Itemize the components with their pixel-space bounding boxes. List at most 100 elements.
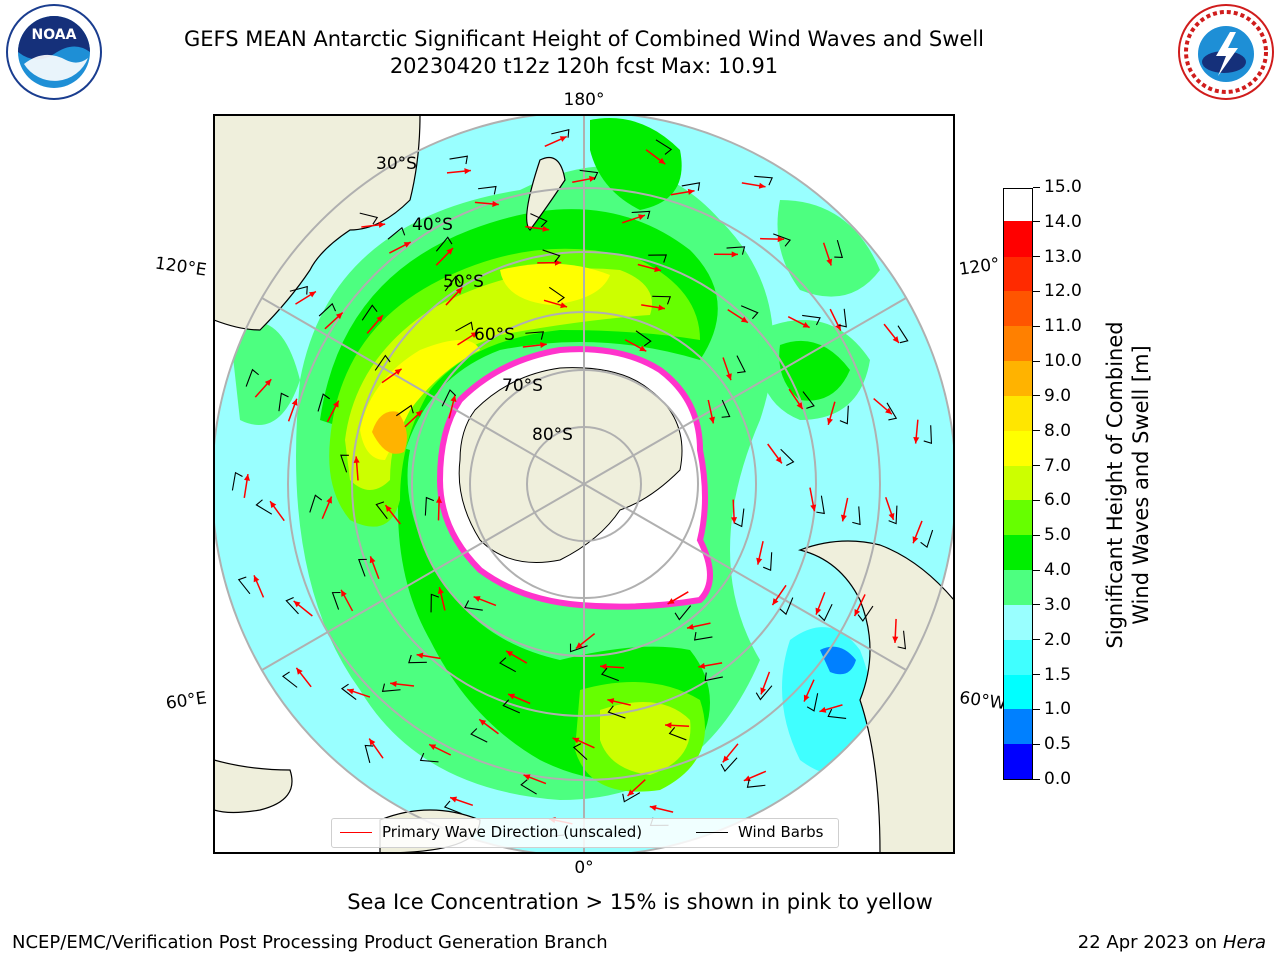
colorbar-tick-label: 5.0 [1033, 527, 1071, 544]
wind-barb [281, 671, 298, 688]
colorbar-tick-label: 15.0 [1033, 179, 1082, 196]
wind-barb [441, 389, 457, 407]
wind-barb [502, 699, 520, 714]
wave-arrow-head [429, 744, 437, 750]
wave-arrow-head [464, 168, 471, 175]
wave-arrow-head [827, 417, 833, 425]
colorbar-segment [1004, 674, 1032, 710]
lon-label-120w: 120° [958, 254, 1001, 280]
wave-arrow-head [760, 687, 767, 695]
wave-arrow-head [450, 395, 457, 402]
wind-barb [381, 683, 401, 692]
colorbar-segment [1004, 499, 1032, 536]
wind-barb [648, 254, 668, 263]
wind-barb [839, 405, 849, 425]
wind-barb [838, 308, 847, 328]
wind-barb [600, 667, 619, 682]
wave-arrow-head [540, 341, 547, 349]
wave-arrow-head [470, 332, 478, 339]
wave-arrow-head [270, 501, 277, 509]
wind-barb [668, 727, 687, 741]
wave-arrow-head [756, 557, 763, 565]
wind-barb [396, 404, 414, 417]
wind-barb [245, 368, 259, 387]
wave-arrow-head [772, 598, 779, 606]
wave-arrow-head [654, 266, 662, 272]
wave-arrow-head [347, 688, 355, 695]
wind-barb [237, 576, 251, 595]
colorbar-tick-label: 14.0 [1033, 213, 1082, 231]
wave-arrow-head [575, 642, 583, 649]
legend-item-wind-barbs: Wind Barbs [696, 823, 823, 841]
colorbar-tick-label: 13.0 [1033, 248, 1082, 266]
wind-barb [888, 505, 898, 525]
wave-arrow-head [826, 258, 833, 266]
wind-barb [387, 226, 406, 240]
wave-arrow-head [698, 662, 706, 669]
wind-barb [520, 779, 537, 795]
colorbar-tick-label: 1.0 [1033, 701, 1071, 718]
wave-arrow-head [560, 302, 568, 309]
wave-arrow-head [450, 796, 458, 803]
wind-barb [444, 275, 461, 292]
wind-barbs [231, 128, 934, 838]
lat-label-70s: 70°S [502, 376, 543, 396]
lon-label-60e: 60°E [165, 688, 208, 713]
wave-arrow-head [885, 407, 892, 415]
lon-label-0: 0° [574, 858, 593, 878]
wind-barb [364, 744, 374, 764]
wind-barb [726, 246, 746, 255]
wind-barb [834, 239, 844, 259]
colorbar-tick-label: 12.0 [1033, 283, 1082, 300]
wave-arrow-head [542, 225, 550, 232]
wind-barb [499, 657, 517, 673]
wind-barb [755, 685, 773, 701]
wave-arrow-head [600, 663, 607, 670]
wind-barb [721, 399, 731, 418]
wave-arrow-head [802, 321, 810, 328]
wave-arrow-head [796, 402, 803, 410]
wave-arrow-head [854, 609, 861, 617]
wave-arrow-head [913, 437, 920, 444]
wave-arrow-head [819, 706, 827, 713]
wind-barb [424, 496, 434, 516]
wind-barb [443, 800, 462, 815]
wave-arrow-head [523, 774, 531, 781]
wind-barb [525, 331, 545, 340]
wave-arrow-head [446, 248, 454, 255]
colorbar-segment [1004, 569, 1032, 605]
wind-barb [779, 597, 794, 616]
wind-barb [579, 169, 599, 181]
colorbar-tick-label: 10.0 [1033, 353, 1082, 370]
chart-title: GEFS MEAN Antarctic Significant Height o… [183, 27, 985, 51]
wind-barb [740, 305, 759, 320]
wave-arrow-head [479, 719, 487, 726]
wind-barb [470, 728, 488, 743]
wave-arrow-head [840, 514, 847, 522]
wind-barb [852, 506, 861, 526]
colorbar-segment [1004, 325, 1032, 362]
colorbar-tick-label: 0.0 [1033, 771, 1071, 788]
wave-arrow-head [308, 291, 316, 298]
wave-arrow-head [326, 496, 332, 504]
black-line-icon [696, 832, 728, 833]
wave-arrow-head [709, 416, 716, 424]
wind-barb [704, 672, 723, 682]
wave-arrow-head [435, 496, 443, 503]
lon-label-120e: 120°E [154, 254, 208, 281]
wave-arrow-head [296, 667, 303, 675]
wind-barb [806, 693, 819, 712]
wave-arrow-head [473, 596, 481, 602]
wind-barb [897, 325, 909, 344]
wind-barb [358, 558, 367, 577]
wave-arrow-head [403, 242, 411, 248]
wave-arrow-head [390, 680, 397, 688]
colorbar-segment [1004, 360, 1032, 396]
colorbar-tick-label: 1.5 [1033, 666, 1071, 684]
footer-date: 22 Apr 2023 on Hera [1077, 932, 1266, 953]
lat-label-30s: 30°S [376, 154, 417, 174]
red-line-icon [340, 832, 372, 833]
wind-barb [572, 743, 588, 761]
wave-arrow-head [415, 410, 423, 417]
wave-arrow-head [638, 214, 645, 221]
